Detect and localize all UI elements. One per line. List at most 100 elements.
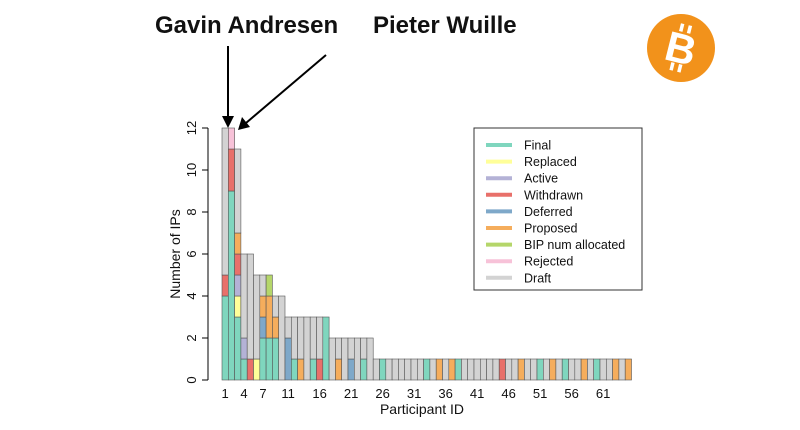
bar-segment-35-0 [435,358,443,381]
x-axis-title: Participant ID [380,401,464,417]
y-tick-label-4: 4 [184,292,199,299]
arrow-pieter [245,54,327,124]
bar-segment-5-0 [246,358,254,381]
bar-segment-1-0 [221,295,229,381]
bar-segment-44-0 [492,358,500,381]
bar-segment-40-0 [467,358,475,381]
bar-segment-30-0 [404,358,412,381]
bar-segment-8-2 [265,274,273,297]
y-tick-label-2: 2 [184,334,199,341]
bar-segment-36-0 [442,358,450,381]
bar-segment-11-1 [284,316,292,339]
bar-segment-39-0 [461,358,468,381]
bar-segment-7-3 [259,274,267,297]
x-tick-label-1: 1 [222,386,229,401]
bar-segment-48-0 [517,358,525,381]
bar-segment-23-0 [360,358,368,381]
bar-segment-15-1 [309,316,317,360]
bar-segment-9-0 [272,337,279,381]
bar-segment-2-1 [228,148,235,192]
bar-segment-10-0 [278,295,286,381]
x-tick-label-11: 11 [281,386,295,401]
bar-segment-13-1 [297,316,305,360]
bar-segment-15-0 [309,358,317,381]
bar-segment-3-4 [234,232,242,255]
bar-segment-6-1 [253,274,261,360]
x-tick-label-61: 61 [596,386,610,401]
y-tick-label-10: 10 [184,163,199,177]
x-tick-label-16: 16 [312,386,326,401]
bar-segment-37-0 [448,358,456,381]
bar-segment-16-0 [316,358,324,381]
bar-segment-45-0 [498,358,506,381]
bar-segment-12-0 [290,358,298,381]
y-tick-label-8: 8 [184,208,199,215]
legend-label-3: Withdrawn [524,188,583,202]
bar-segment-3-2 [234,274,242,297]
bar-segment-9-1 [272,316,279,339]
legend-label-4: Deferred [524,205,573,219]
x-tick-label-51: 51 [533,386,547,401]
y-tick-label-0: 0 [184,376,199,383]
arrow-gavin-head [222,116,234,128]
bar-segment-20-0 [341,337,349,381]
bar-segment-4-0 [240,358,248,381]
bar-segment-3-5 [234,148,242,234]
x-tick-label-36: 36 [438,386,452,401]
bar-segment-62-0 [605,358,613,381]
bar-segment-4-1 [240,337,248,360]
bar-segment-57-0 [574,358,582,381]
bar-segment-28-0 [391,358,399,381]
bar-segment-52-0 [542,358,550,381]
bar-segment-16-1 [316,316,324,360]
bar-segment-2-2 [228,127,235,150]
x-tick-label-7: 7 [259,386,266,401]
bitcoin-logo-icon: B [645,12,717,84]
bar-segment-41-0 [473,358,481,381]
bar-segment-19-0 [335,358,342,381]
bar-segment-21-0 [347,358,355,381]
bar-segment-53-0 [549,358,557,381]
bar-segment-34-0 [429,358,437,381]
bar-segment-29-0 [398,358,405,381]
x-tick-label-31: 31 [407,386,421,401]
bar-segment-21-1 [347,337,355,360]
bar-segment-65-0 [624,358,632,381]
bar-segment-49-0 [524,358,532,381]
bar-segment-32-0 [416,358,424,381]
bar-segment-42-0 [479,358,487,381]
bar-segment-11-0 [284,337,292,381]
bar-segment-33-0 [423,358,431,381]
legend-label-5: Proposed [524,222,578,236]
bar-segment-50-0 [530,358,538,381]
legend-label-6: BIP num allocated [524,238,625,252]
x-tick-label-41: 41 [470,386,484,401]
bar-segment-54-0 [555,358,563,381]
bar-segment-25-0 [372,358,380,381]
bar-segment-19-1 [335,337,342,360]
bar-segment-24-0 [366,337,374,381]
bar-segment-9-2 [272,295,279,318]
bar-segment-7-0 [259,337,267,381]
bar-segment-3-1 [234,295,242,318]
legend-label-0: Final [524,139,551,153]
bar-segment-63-0 [612,358,620,381]
annotation-gavin-andresen: Gavin Andresen [155,12,339,39]
bar-segment-61-0 [599,358,607,381]
bar-segment-31-0 [410,358,418,381]
bar-segment-26-0 [379,358,387,381]
bar-segment-55-0 [561,358,569,381]
legend-label-2: Active [524,172,558,186]
legend-label-8: Draft [524,271,552,285]
bar-segment-8-0 [265,337,273,381]
x-tick-label-46: 46 [501,386,515,401]
bar-segment-43-0 [486,358,494,381]
x-tick-label-56: 56 [564,386,578,401]
bar-segment-51-0 [536,358,544,381]
bar-segment-59-0 [587,358,595,381]
bar-segment-27-0 [385,358,393,381]
bar-segment-22-0 [353,337,361,381]
